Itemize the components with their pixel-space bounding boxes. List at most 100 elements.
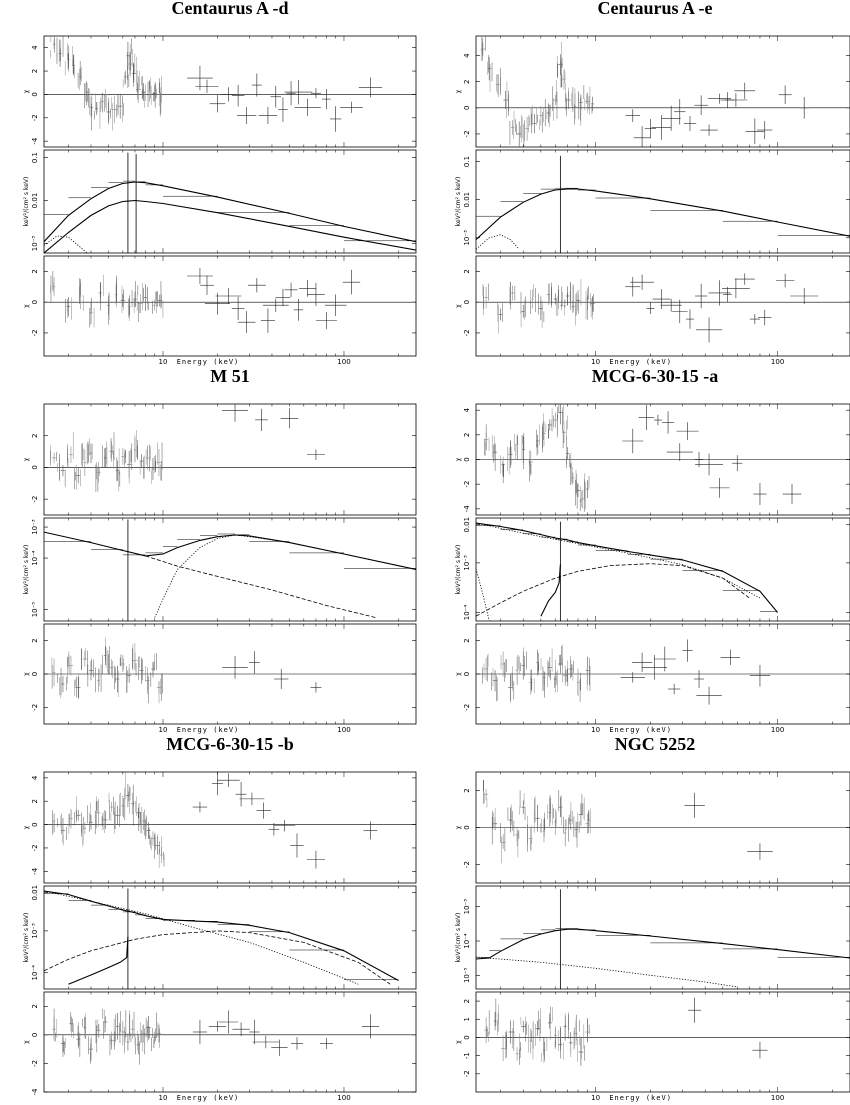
panel-frame: [475, 991, 850, 1093]
x-tick-label: 100: [771, 358, 784, 366]
model-curve: [476, 928, 850, 960]
data-point: [50, 271, 56, 303]
data-point: [154, 832, 160, 859]
y-tick-label: -2: [31, 329, 39, 336]
y-tick-label: 10⁻⁴: [31, 965, 39, 981]
data-point: [222, 655, 248, 679]
data-histogram: [44, 180, 416, 242]
data-point: [528, 450, 534, 482]
y-tick-label: 10⁻⁴: [463, 933, 471, 949]
data-point: [578, 90, 583, 126]
y-tick-label: 2: [463, 638, 471, 642]
data-point: [509, 281, 516, 310]
data-point: [547, 648, 553, 681]
data-point: [76, 1022, 81, 1057]
x-axis-label: Energy (keV): [609, 726, 672, 734]
y-tick-label: -4: [31, 137, 39, 145]
data-point: [574, 1014, 580, 1046]
data-point: [249, 1019, 260, 1045]
data-point: [695, 283, 708, 309]
data-point: [661, 411, 675, 434]
data-point: [145, 666, 152, 704]
y-tick-label: 0: [31, 822, 39, 826]
data-point: [307, 449, 325, 460]
y-tick-label: -1: [463, 1052, 471, 1059]
data-point: [625, 276, 641, 297]
data-point: [552, 80, 558, 121]
x-tick-label: 10: [591, 358, 600, 366]
data-point: [286, 81, 296, 106]
data-point: [249, 651, 260, 674]
model-curve: [44, 181, 416, 243]
data-point: [200, 275, 214, 295]
data-point: [132, 642, 138, 676]
data-point: [284, 282, 298, 297]
data-point: [212, 772, 223, 796]
data-point: [553, 659, 558, 693]
panel-frame: [43, 885, 417, 990]
data-point: [155, 1012, 161, 1049]
data-point: [590, 293, 595, 320]
data-point: [482, 779, 489, 808]
data-point: [126, 38, 132, 80]
data-point: [59, 453, 66, 488]
y-axis-label: keV²/(cm² s keV): [23, 177, 30, 227]
data-point: [749, 664, 771, 687]
data-point: [217, 773, 240, 788]
data-point: [158, 836, 165, 868]
y-tick-label: 10⁻³: [463, 555, 471, 571]
data-point: [520, 292, 526, 328]
model-curve: [44, 199, 416, 253]
data-point: [278, 97, 288, 122]
panel-frame: [475, 35, 850, 148]
data-point: [535, 1007, 541, 1046]
data-point: [50, 36, 58, 65]
y-tick-label: 4: [31, 45, 39, 50]
data-point: [676, 422, 699, 441]
panel-frame: [475, 149, 850, 254]
data-point: [84, 80, 89, 109]
x-tick-label: 100: [337, 358, 350, 366]
data-point: [98, 274, 104, 311]
data-point: [721, 278, 750, 299]
data-point: [274, 820, 296, 832]
y-axis-label: χ: [23, 457, 30, 461]
data-point: [124, 772, 131, 810]
y-tick-label: 0: [463, 106, 471, 110]
data-point: [563, 816, 569, 847]
panel-frame: [475, 517, 850, 622]
chart-title: MCG-6-30-15 -a: [592, 366, 718, 386]
data-point: [684, 792, 705, 818]
y-tick-label: 0: [31, 465, 39, 469]
x-tick-label: 100: [337, 1094, 350, 1102]
x-tick-label: 10: [159, 358, 168, 366]
data-point: [299, 279, 317, 297]
panel-plot-area: [476, 639, 850, 705]
y-axis-label: χ: [455, 457, 462, 461]
data-point: [87, 802, 93, 832]
data-point: [757, 120, 773, 140]
panel-plot-area: [476, 997, 850, 1066]
data-point: [565, 83, 571, 116]
data-point: [570, 284, 577, 326]
data-point: [67, 651, 74, 684]
data-point: [139, 454, 145, 479]
y-tick-label: 0.1: [31, 152, 39, 163]
y-tick-label: 0: [31, 300, 39, 304]
y-tick-label: 10⁻³: [31, 519, 39, 535]
data-point: [666, 443, 693, 461]
data-point: [562, 660, 569, 687]
data-point: [538, 293, 545, 329]
data-point: [256, 802, 271, 819]
x-tick-label: 10: [159, 1094, 168, 1102]
data-point: [546, 282, 552, 308]
data-point: [558, 644, 563, 683]
data-point: [583, 85, 590, 114]
model-curve: [44, 531, 416, 571]
panel-plot-area: [476, 404, 850, 512]
data-point: [558, 404, 565, 432]
y-tick-label: 4: [463, 407, 471, 412]
y-tick-label: -2: [31, 1060, 39, 1067]
